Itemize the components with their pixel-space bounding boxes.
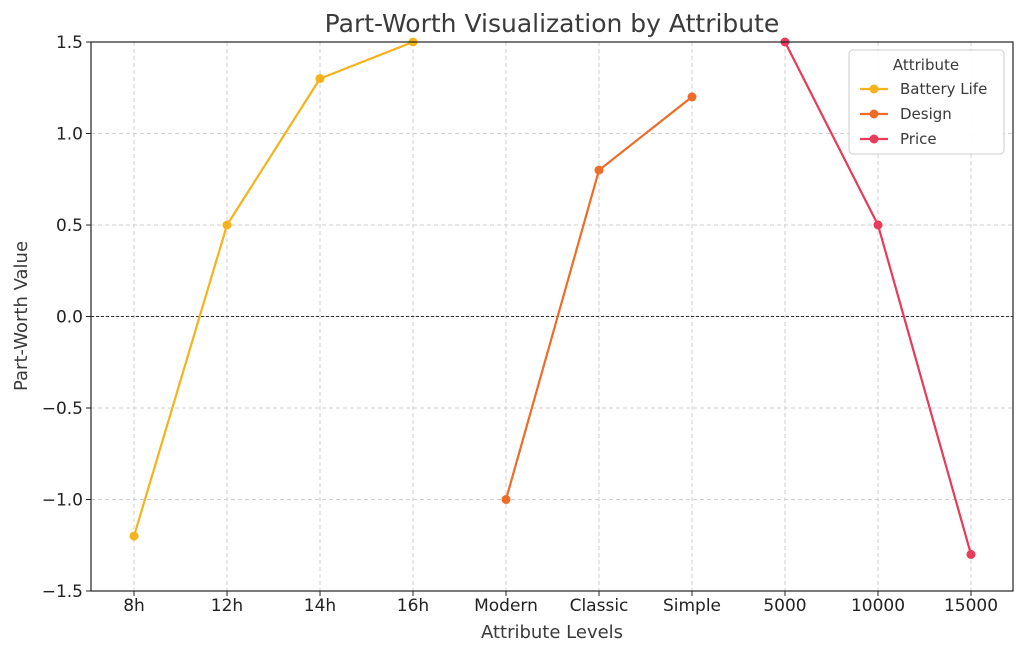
series-line-battery-life: [132, 40, 414, 537]
y-tick-label: 0.0: [56, 308, 83, 328]
legend-label-price: Price: [900, 130, 937, 148]
legend-label-design: Design: [900, 105, 952, 123]
y-tick-label: −1.5: [42, 582, 83, 602]
series-design: [501, 92, 697, 504]
data-point-price-10000: [873, 220, 883, 230]
legend-box: [848, 49, 1005, 155]
x-tick-label: 12h: [211, 596, 243, 616]
x-tick-label: 10000: [851, 596, 905, 616]
y-axis-label: Part-Worth Value: [11, 241, 32, 391]
x-tick-label: 16h: [397, 596, 429, 616]
x-tick-label: 5000: [763, 596, 806, 616]
x-tick-label: 14h: [304, 596, 336, 616]
x-tick-label: Simple: [663, 596, 721, 616]
legend-marker-battery-life: [869, 84, 879, 94]
chart-title: Part-Worth Visualization by Attribute: [325, 9, 780, 38]
x-axis-ticks: 8h 12h 14h 16h Modern Classic Simple 5000 10000 1…: [123, 591, 998, 616]
series-lines: [129, 37, 976, 559]
data-point-design-modern: [501, 495, 511, 504]
data-point-battery-life-12h: [222, 220, 232, 230]
x-axis-label: Attribute Levels: [481, 622, 623, 643]
series-price: [780, 37, 976, 559]
series-battery-life: [129, 37, 418, 541]
y-tick-label: 0.5: [56, 216, 83, 236]
legend-label-battery-life: Battery Life: [900, 80, 987, 98]
data-point-battery-life-8h: [129, 531, 139, 541]
y-tick-label: −1.0: [42, 491, 83, 511]
x-tick-label: 8h: [123, 596, 145, 616]
x-tick-label: Modern: [474, 596, 538, 616]
data-point-design-classic: [594, 165, 604, 175]
y-tick-label: 1.0: [56, 125, 83, 145]
legend-title: Attribute: [893, 56, 959, 74]
y-axis-ticks: −1.5 −1.0 −0.5 0.0 0.5 1.0 1.5: [42, 33, 91, 602]
x-tick-label: Classic: [570, 596, 629, 616]
y-tick-label: −0.5: [42, 399, 83, 419]
x-tick-label: 15000: [944, 596, 998, 616]
legend-marker-price: [869, 134, 879, 144]
data-point-price-15000: [966, 549, 976, 559]
y-tick-label: 1.5: [56, 33, 83, 53]
data-point-battery-life-14h: [315, 74, 325, 84]
legend: Attribute Battery Life Design Price: [848, 49, 1005, 155]
legend-marker-design: [869, 109, 879, 119]
data-point-design-simple: [687, 92, 697, 102]
